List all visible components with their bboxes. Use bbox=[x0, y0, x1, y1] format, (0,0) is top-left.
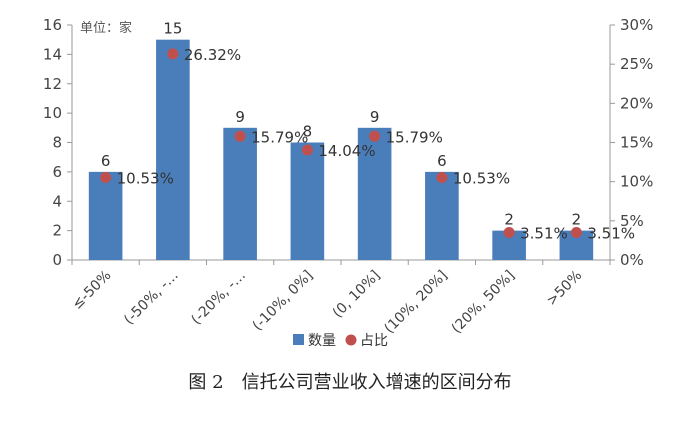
y-right-tick-label: 10% bbox=[620, 173, 653, 191]
x-category-label: (20%, 50%] bbox=[449, 268, 518, 337]
unit-note: 单位：家 bbox=[80, 20, 132, 36]
percent-point-label: 3.51% bbox=[587, 225, 635, 243]
percent-point bbox=[570, 227, 582, 239]
bar-value-label: 2 bbox=[504, 211, 514, 229]
percent-point bbox=[301, 144, 313, 156]
bar bbox=[223, 127, 257, 260]
bar bbox=[357, 127, 392, 260]
x-category-label: >50% bbox=[544, 268, 586, 310]
legend-label-share: 占比 bbox=[360, 333, 388, 349]
bar bbox=[156, 39, 190, 260]
x-category-label: (0, 10%] bbox=[330, 268, 384, 322]
bar-value-label: 9 bbox=[370, 108, 380, 126]
y-right-tick-label: 0% bbox=[620, 251, 644, 269]
bar-value-label: 15 bbox=[163, 20, 182, 38]
x-category-label: ≤-50% bbox=[69, 268, 114, 313]
y-left-tick-label: 16 bbox=[43, 16, 62, 34]
bar bbox=[425, 171, 459, 260]
y-right-tick-label: 5% bbox=[620, 212, 644, 230]
percent-point-label: 26.32% bbox=[184, 46, 241, 64]
percent-point-label: 3.51% bbox=[520, 225, 568, 243]
figure-caption: 图 2 信托公司营业收入增速的区间分布 bbox=[188, 372, 512, 393]
percent-point-label: 10.53% bbox=[117, 170, 174, 188]
y-left-tick-label: 14 bbox=[43, 45, 62, 63]
percent-point-label: 14.04% bbox=[318, 142, 375, 160]
y-left-tick-label: 6 bbox=[52, 163, 62, 181]
y-left-tick-label: 12 bbox=[43, 75, 62, 93]
y-right-tick-label: 25% bbox=[620, 55, 653, 73]
y-right-tick-label: 30% bbox=[620, 16, 653, 34]
y-left-tick-label: 2 bbox=[52, 222, 62, 240]
x-category-label: (-50%, -… bbox=[121, 268, 182, 329]
percent-point bbox=[100, 172, 112, 184]
percent-point-label: 15.79% bbox=[251, 128, 308, 146]
percent-point bbox=[234, 130, 246, 142]
bar-value-label: 6 bbox=[437, 152, 447, 170]
percent-point bbox=[503, 227, 515, 239]
percent-point-label: 10.53% bbox=[453, 170, 510, 188]
percent-point bbox=[167, 48, 179, 60]
y-left-tick-label: 10 bbox=[43, 104, 62, 122]
bar-value-label: 6 bbox=[101, 152, 111, 170]
y-right-tick-label: 20% bbox=[620, 94, 653, 112]
percent-point bbox=[436, 172, 448, 184]
x-category-label: (-20%, -… bbox=[188, 268, 249, 329]
bar-value-label: 2 bbox=[572, 211, 582, 229]
legend-swatch-count bbox=[293, 334, 304, 345]
y-left-tick-label: 0 bbox=[52, 251, 62, 269]
bar bbox=[88, 171, 123, 260]
y-left-tick-label: 8 bbox=[52, 134, 62, 152]
x-category-label: (10%, 20%] bbox=[381, 268, 450, 337]
legend-swatch-share bbox=[345, 334, 357, 346]
y-right-tick-label: 15% bbox=[620, 134, 653, 152]
bar bbox=[290, 142, 325, 260]
bar-value-label: 9 bbox=[235, 108, 245, 126]
percent-point bbox=[369, 130, 381, 142]
percent-point-label: 15.79% bbox=[386, 128, 443, 146]
x-category-label: (-10%, 0%] bbox=[250, 268, 317, 335]
bar-value-label: 8 bbox=[303, 123, 313, 141]
legend-label-count: 数量 bbox=[308, 333, 336, 349]
y-left-tick-label: 4 bbox=[52, 192, 62, 210]
